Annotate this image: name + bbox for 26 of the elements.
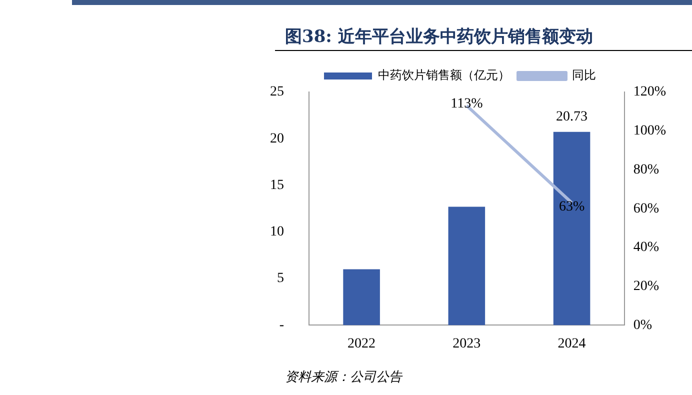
bar — [553, 132, 590, 326]
legend-label: 中药饮片销售额（亿元） — [378, 68, 510, 82]
y-tick-label: 25 — [270, 84, 284, 100]
x-tick-label: 2022 — [348, 336, 376, 352]
y2-tick-label: 80% — [633, 162, 660, 178]
chart-title: 图38: 近年平台业务中药饮片销售额变动 — [285, 26, 593, 48]
y2-tick-label: 0% — [633, 318, 652, 333]
text: 资料来源：公司公告 — [285, 369, 402, 386]
data-label: 63% — [558, 199, 585, 214]
y-tick-label: - — [279, 318, 284, 333]
data-label: 113% — [450, 96, 484, 112]
y2-tick-label: 40% — [633, 240, 660, 256]
bar — [343, 269, 380, 326]
bar — [448, 206, 486, 326]
x-tick-label: 2024 — [558, 336, 586, 352]
y-tick-label: 5 — [277, 271, 284, 286]
y2-tick-label: 20% — [633, 279, 660, 294]
data-label: 20.73 — [556, 110, 588, 124]
y2-tick-label: 100% — [633, 124, 666, 139]
y2-tick-label: 60% — [633, 201, 660, 216]
y-tick-label: 20 — [270, 131, 284, 146]
y-tick-label: 15 — [270, 178, 284, 193]
y2-tick-label: 120% — [633, 84, 666, 100]
x-tick-label: 2023 — [452, 336, 481, 352]
legend-label: 同比 — [572, 68, 596, 82]
y-tick-label: 10 — [270, 224, 284, 240]
